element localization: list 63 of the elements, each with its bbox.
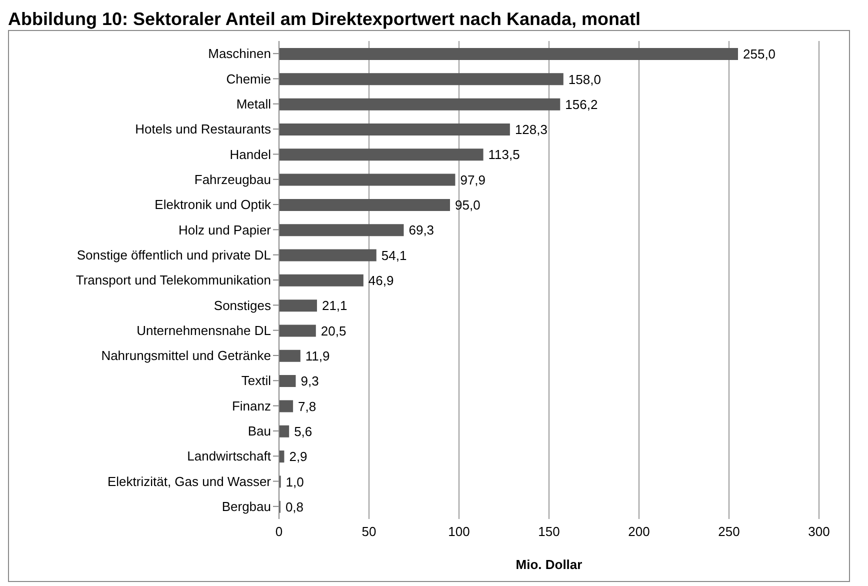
bar <box>279 425 290 438</box>
x-tick-label: 0 <box>275 524 283 540</box>
chart-title: Abbildung 10: Sektoraler Anteil am Direktexportwert nach Kanada, monatl <box>8 8 642 30</box>
data-label: 158,0 <box>568 72 601 87</box>
bar <box>279 274 364 286</box>
y-tick-label: Bergbau <box>222 499 271 514</box>
y-tick-label: Unternehmensnahe DL <box>136 322 271 338</box>
bar <box>279 400 294 412</box>
bar <box>279 324 316 337</box>
data-label: 9,3 <box>300 374 319 389</box>
x-axis-title: Mio. Dollar <box>516 557 582 572</box>
y-tick-label: Hotels und Restaurants <box>135 122 272 137</box>
x-tick-label: 250 <box>718 524 740 540</box>
data-label: 54,1 <box>381 248 407 263</box>
y-tick-label: Sonstiges <box>214 298 272 313</box>
x-tick-label: 150 <box>538 524 560 540</box>
y-tick-label: Chemie <box>226 71 271 86</box>
y-tick-label: Holz und Papier <box>178 222 272 238</box>
bar <box>279 123 510 136</box>
data-label: 46,9 <box>368 273 394 288</box>
y-tick-label: Maschinen <box>208 46 271 62</box>
x-tick-label: 300 <box>808 524 830 540</box>
bar <box>279 249 376 262</box>
y-tick-label: Elektrizität, Gas und Wasser <box>107 474 272 489</box>
y-tick-label: Metall <box>236 96 272 112</box>
data-label: 11,9 <box>305 348 330 364</box>
data-label: 128,3 <box>514 122 548 138</box>
y-tick-label: Transport und Telekommunikation <box>76 272 271 288</box>
data-label: 1,0 <box>286 474 304 490</box>
y-tick-label: Finanz <box>232 398 271 414</box>
bar <box>279 300 317 312</box>
y-tick-label: Bau <box>248 424 271 439</box>
x-tick-label: 100 <box>448 524 470 540</box>
data-label: 255,0 <box>743 46 776 62</box>
y-tick-label: Textil <box>241 373 272 388</box>
x-tick-label: 200 <box>628 524 650 540</box>
bar <box>279 350 300 362</box>
bar <box>279 224 404 236</box>
data-label: 5,6 <box>294 424 312 439</box>
y-tick-label: Fahrzeugbau <box>194 172 271 187</box>
bar <box>279 375 296 388</box>
bar <box>279 98 560 110</box>
data-label: 69,3 <box>408 222 434 238</box>
bar <box>279 73 564 86</box>
data-label: 97,9 <box>460 172 486 188</box>
y-tick-label: Nahrungsmittel und Getränke <box>101 348 271 364</box>
y-tick-label: Sonstige öffentlich und private DL <box>76 247 271 262</box>
y-tick-label: Handel <box>230 146 272 162</box>
data-label: 20,5 <box>320 323 346 338</box>
data-label: 7,8 <box>298 398 316 414</box>
data-label: 95,0 <box>455 198 480 213</box>
data-label: 2,9 <box>289 449 308 464</box>
bar <box>279 174 456 186</box>
bar <box>279 148 484 161</box>
data-label: 0,8 <box>285 499 304 514</box>
data-label: 21,1 <box>322 298 348 314</box>
y-tick-label: Elektronik und Optik <box>154 197 272 212</box>
bar <box>279 198 450 211</box>
bar <box>279 48 738 60</box>
x-tick-label: 50 <box>362 524 376 540</box>
data-label: 113,5 <box>488 147 520 162</box>
y-tick-label: Landwirtschaft <box>187 448 272 464</box>
data-label: 156,2 <box>565 96 598 112</box>
